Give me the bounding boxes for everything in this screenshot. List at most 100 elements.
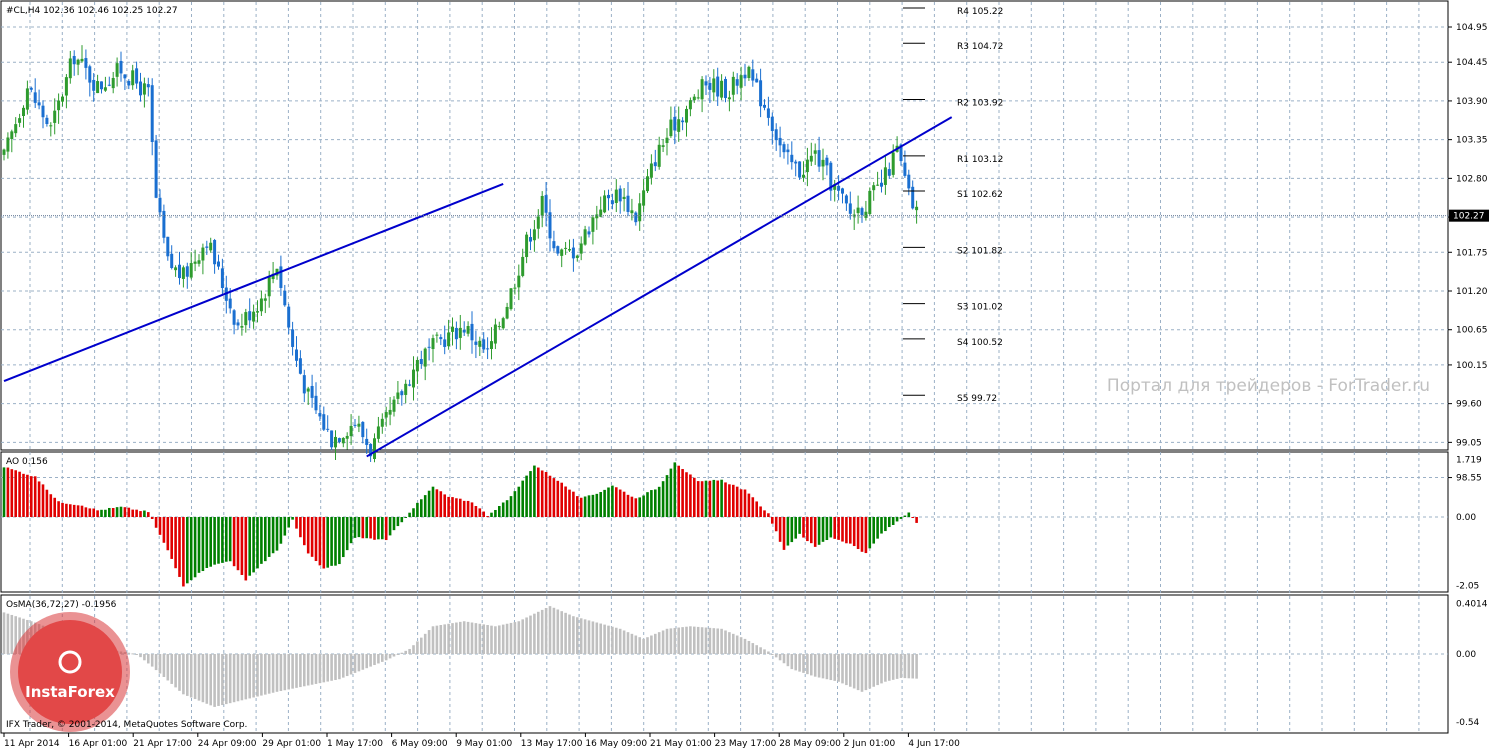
ao-bar	[657, 486, 661, 517]
ao-bar	[560, 482, 563, 517]
osma-bar	[150, 654, 154, 667]
osma-bar	[178, 654, 181, 691]
candle-body	[724, 78, 727, 99]
ao-bar	[700, 481, 704, 517]
pivot-label: S5 99.72	[957, 394, 997, 404]
candle-body	[341, 437, 345, 444]
osma-bar	[498, 625, 501, 654]
osma-bar	[326, 654, 329, 682]
candle-body	[236, 322, 240, 326]
osma-bar	[833, 654, 836, 681]
candle-body	[57, 100, 61, 111]
trendline-lower[interactable]	[366, 116, 953, 458]
osma-bar	[852, 654, 856, 689]
ao-bar	[26, 474, 29, 517]
ao-bar	[774, 517, 778, 532]
ao-bar	[369, 517, 372, 539]
candle-body	[283, 290, 287, 306]
ao-bar	[404, 517, 407, 518]
candle-body	[677, 119, 681, 132]
ao-bar	[817, 517, 821, 545]
osma-bar	[634, 635, 638, 654]
candle-body	[220, 268, 224, 289]
trendline-upper[interactable]	[3, 183, 504, 383]
candle-body	[61, 96, 64, 102]
osma-bar	[782, 654, 786, 664]
candle-body	[123, 74, 127, 79]
candle-body	[864, 211, 868, 218]
candle-body	[318, 413, 322, 417]
osma-bar	[10, 614, 14, 654]
ao-bar	[572, 491, 575, 517]
price-tick-label: 103.90	[1456, 97, 1488, 107]
candle-body	[427, 346, 431, 348]
ao-bar	[18, 471, 21, 517]
ao-bar	[462, 500, 466, 517]
ao-bar	[899, 517, 903, 519]
ao-bar	[186, 517, 189, 584]
ao-bar	[455, 498, 458, 517]
ao-bar	[767, 513, 770, 517]
osma-bar	[501, 624, 505, 654]
ao-bar	[6, 467, 10, 517]
candle-body	[887, 169, 891, 176]
osma-bar	[911, 654, 914, 679]
ao-bar	[845, 517, 848, 544]
candle-body	[178, 264, 181, 279]
ao-bar	[240, 517, 244, 575]
ao-bar	[751, 497, 755, 517]
osma-bar	[771, 654, 774, 655]
ao-bar	[201, 517, 205, 572]
candle-body	[661, 145, 665, 147]
ao-bar	[22, 473, 25, 517]
osma-bar	[813, 654, 817, 677]
osma-bar	[845, 654, 848, 686]
ao-bar	[646, 492, 649, 517]
ao-bar	[182, 517, 185, 587]
osma-bar	[790, 654, 794, 670]
osma-bar	[755, 645, 758, 654]
logo-text: InstaForex	[25, 683, 115, 701]
candle-body	[353, 424, 357, 426]
candle-body	[482, 339, 486, 350]
ao-bar	[505, 500, 509, 517]
osma-bar	[708, 627, 712, 654]
candle-body	[162, 210, 166, 238]
ao-bar	[400, 517, 404, 523]
osma-bar	[618, 628, 622, 654]
osma-bar	[260, 654, 263, 696]
instaforex-logo: InstaForex	[10, 612, 130, 732]
pivot-label: R4 105.22	[957, 7, 1003, 17]
candle-body	[821, 159, 825, 167]
osma-bar	[798, 654, 801, 672]
time-tick-label: 11 Apr 2014	[4, 739, 60, 749]
candle-body	[41, 105, 45, 118]
osma-bar	[700, 627, 704, 654]
ao-bar	[384, 517, 388, 541]
candle-body	[716, 76, 720, 97]
price-tick-label: 104.45	[1456, 58, 1488, 68]
candle-body	[373, 438, 376, 459]
osma-bar	[517, 621, 521, 654]
osma-bar	[560, 611, 563, 654]
osma-bar	[447, 623, 450, 654]
candle-body	[564, 247, 568, 249]
osma-bar	[915, 654, 918, 679]
candle-body	[240, 326, 244, 328]
ao-bar	[747, 493, 751, 517]
ao-bar	[868, 517, 872, 549]
ao-bar	[501, 502, 505, 517]
price-tick-label: 99.05	[1456, 438, 1482, 448]
osma-bar	[615, 627, 618, 654]
ao-bar	[256, 517, 259, 569]
osma-bar	[349, 654, 353, 675]
candle-body	[848, 203, 852, 214]
osma-bar	[283, 654, 287, 691]
ao-bar	[876, 517, 879, 539]
candle-body	[10, 131, 14, 140]
osma-bar	[127, 652, 131, 654]
candle-body	[583, 229, 587, 245]
candle-body	[310, 385, 314, 398]
ao-bar	[236, 517, 240, 571]
